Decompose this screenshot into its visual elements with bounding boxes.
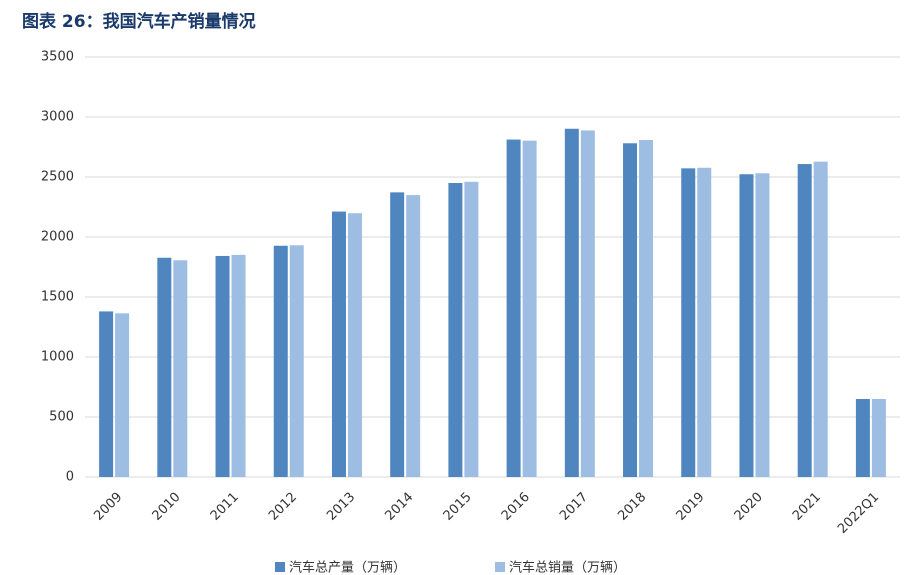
y-tick-label: 500 xyxy=(49,410,74,425)
bar xyxy=(681,168,696,478)
bar xyxy=(231,254,246,477)
bar xyxy=(157,257,172,477)
bar xyxy=(506,139,521,477)
legend-label: 汽车总产量（万辆） xyxy=(289,560,406,575)
x-tick-label: 2011 xyxy=(208,490,242,524)
y-tick-label: 1500 xyxy=(41,290,74,305)
bar xyxy=(273,245,288,477)
bar xyxy=(173,260,188,477)
bar xyxy=(99,311,114,477)
x-tick-label: 2020 xyxy=(732,490,766,524)
bar xyxy=(623,143,638,477)
bar xyxy=(871,399,886,477)
x-tick-label: 2010 xyxy=(150,490,184,524)
bar xyxy=(331,211,346,477)
x-tick-label: 2013 xyxy=(324,490,358,524)
bar xyxy=(797,164,812,478)
legend-swatch xyxy=(275,562,285,572)
x-tick-label: 2017 xyxy=(557,490,591,524)
y-tick-label: 2500 xyxy=(41,170,74,185)
bar xyxy=(522,140,537,477)
bar xyxy=(464,181,479,478)
y-tick-label: 3500 xyxy=(41,50,74,65)
bar xyxy=(406,195,421,477)
y-tick-label: 2000 xyxy=(41,230,74,245)
y-tick-label: 3000 xyxy=(41,110,74,125)
bar xyxy=(813,161,828,477)
legend-swatch xyxy=(495,562,505,572)
bar xyxy=(347,213,362,478)
bar xyxy=(855,399,870,477)
bar xyxy=(390,192,405,478)
bar xyxy=(448,183,463,477)
legend-label: 汽车总销量（万辆） xyxy=(509,560,626,575)
x-tick-label: 2012 xyxy=(266,490,300,524)
bar xyxy=(115,313,130,477)
x-tick-label: 2009 xyxy=(91,490,125,524)
bar xyxy=(697,167,712,477)
bar xyxy=(739,174,754,478)
bar xyxy=(580,130,595,477)
bar xyxy=(639,140,654,478)
y-tick-label: 0 xyxy=(66,470,74,485)
chart-title: 图表 26：我国汽车产销量情况 xyxy=(22,11,256,32)
x-tick-label: 2014 xyxy=(382,490,416,524)
bar xyxy=(564,128,579,477)
bar xyxy=(215,255,230,477)
x-tick-label: 2015 xyxy=(441,490,475,524)
bar xyxy=(289,245,304,477)
x-tick-label: 2021 xyxy=(790,490,824,524)
y-tick-label: 1000 xyxy=(41,350,74,365)
x-tick-label: 2016 xyxy=(499,490,533,524)
bar xyxy=(755,173,770,477)
x-tick-label: 2018 xyxy=(615,490,649,524)
x-tick-label: 2022Q1 xyxy=(835,490,882,537)
x-tick-label: 2019 xyxy=(674,490,708,524)
